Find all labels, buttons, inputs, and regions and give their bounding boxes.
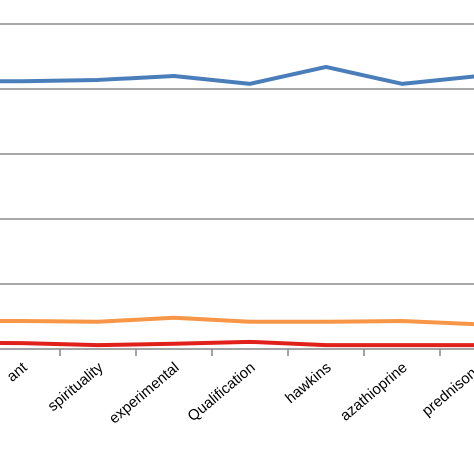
x-tick-label: spirituality	[45, 359, 107, 415]
x-tick-label: azathioprine	[337, 359, 411, 425]
x-tick-label: hawkins	[282, 359, 334, 407]
series-line	[0, 315, 474, 327]
x-tick-label: experimental	[106, 359, 183, 427]
series-line	[0, 339, 474, 348]
series-line	[0, 64, 474, 86]
x-tick-label: ant	[4, 359, 32, 386]
x-tick-label: Qualification	[184, 359, 258, 425]
x-tick-label: prednisone	[419, 359, 474, 420]
